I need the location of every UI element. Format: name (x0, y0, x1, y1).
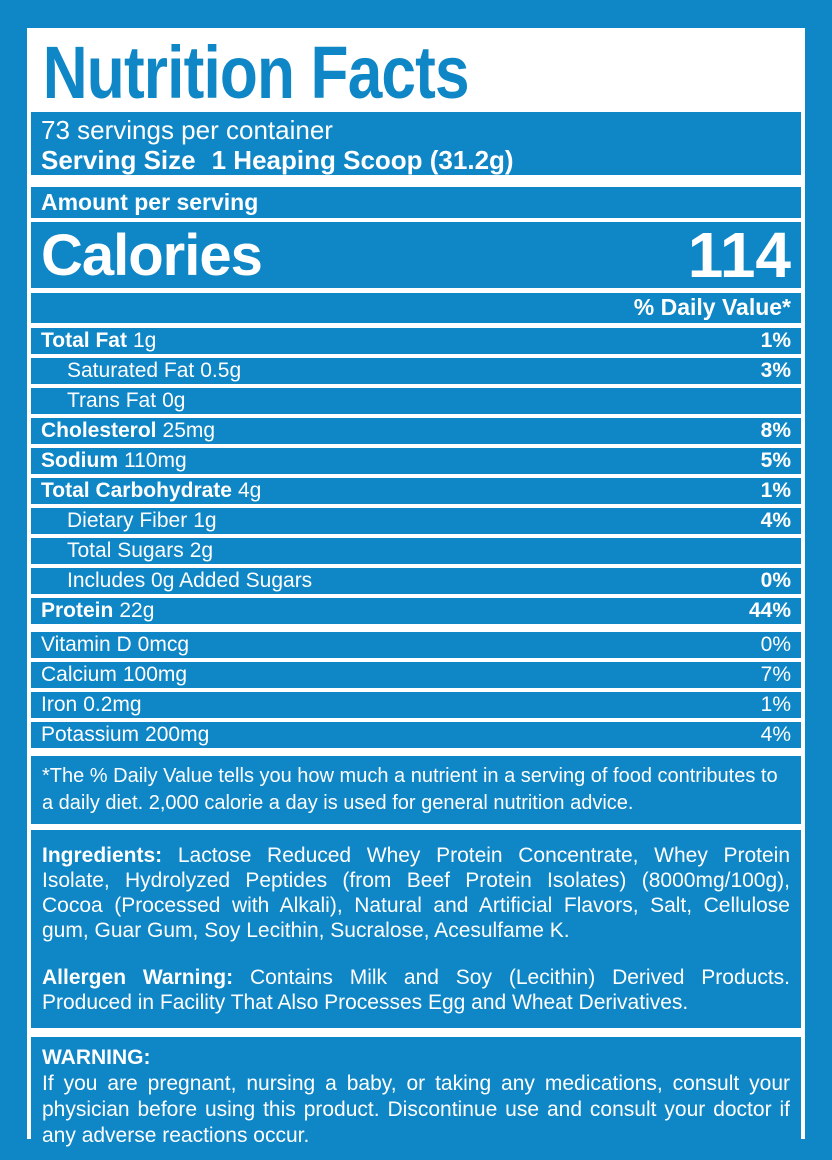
nutrient-row: Vitamin D 0mcg 0% (31, 632, 801, 658)
nutrient-row: Total Carbohydrate 4g 1% (31, 478, 801, 504)
calories-row: Calories 114 (31, 219, 801, 291)
warning-text: If you are pregnant, nursing a baby, or … (42, 1072, 790, 1147)
nutrient-daily-value: 0% (760, 633, 791, 656)
daily-value-header-text: % Daily Value* (633, 294, 791, 320)
nutrient-amount: 0.5g (200, 359, 242, 382)
nutrient-amount: 25mg (162, 419, 216, 442)
daily-value-footnote: *The % Daily Value tells you how much a … (31, 756, 801, 824)
nutrient-daily-value: 5% (760, 449, 791, 472)
nutrient-row: Total Sugars 2g (31, 538, 801, 564)
serving-size-value: 1 Heaping Scoop (31.2g) (211, 145, 514, 175)
daily-value-header: % Daily Value* (31, 293, 801, 323)
nutrient-amount: 1g (132, 329, 157, 352)
nutrient-amount: 200mg (145, 723, 210, 746)
nutrient-daily-value: 44% (748, 599, 791, 622)
nutrient-row: Trans Fat 0g (31, 388, 801, 414)
nutrient-row: Sodium 110mg 5% (31, 448, 801, 474)
nutrient-daily-value: 1% (760, 479, 791, 502)
nutrient-label: Total Fat (41, 329, 127, 352)
servings-section: 73 servings per container Serving Size 1 … (31, 112, 801, 175)
nutrient-label: Saturated Fat (67, 359, 195, 382)
nutrient-row: Total Fat 1g 1% (31, 328, 801, 354)
nutrient-daily-value: 1% (760, 329, 791, 352)
allergen-warning-text: Allergen Warning: Contains Milk and Soy … (42, 966, 791, 1014)
serving-size-line: Serving Size 1 Heaping Scoop (31.2g) (41, 145, 791, 175)
nutrient-daily-value: 0% (760, 569, 791, 592)
nutrient-daily-value: 4% (760, 723, 791, 746)
title-area: Nutrition Facts (31, 32, 801, 112)
nutrient-label: Total Carbohydrate (41, 479, 232, 502)
nutrient-daily-value: 8% (760, 419, 791, 442)
nutrient-amount: 4g (237, 479, 262, 502)
nutrient-amount: 22g (119, 599, 155, 622)
calories-value: 114 (687, 219, 791, 291)
calories-label: Calories (41, 222, 263, 288)
servings-per-container: 73 servings per container (41, 115, 333, 145)
nutrient-label: Protein (41, 599, 114, 622)
nutrient-row: Cholesterol 25mg 8% (31, 418, 801, 444)
allergen-warning-label: Allergen Warning: (42, 966, 234, 989)
nutrient-label: Iron (41, 693, 78, 716)
nutrient-row: Includes 0g Added Sugars 0% (31, 568, 801, 594)
nutrient-amount: 2g (189, 539, 214, 562)
nutrient-amount: 110mg (124, 449, 187, 472)
nutrient-amount: 0.2mg (83, 693, 142, 716)
warning-section: WARNING: If you are pregnant, nursing a … (31, 1037, 801, 1157)
amount-per-serving-header: Amount per serving (31, 187, 801, 218)
nutrient-label: Vitamin D (41, 633, 132, 656)
nutrient-rows: Total Fat 1g 1% Saturated Fat 0.5g 3% Tran… (31, 328, 801, 748)
nutrient-row: Iron 0.2mg 1% (31, 692, 801, 718)
nutrient-label: Cholesterol (41, 419, 157, 442)
nutrient-label: Calcium (41, 663, 117, 686)
warning-label: WARNING: (42, 1046, 151, 1069)
ingredients-section: Ingredients: Lactose Reduced Whey Protei… (31, 830, 801, 1028)
nutrient-row: Protein 22g 44% (31, 598, 801, 624)
ingredients-label: Ingredients: (42, 844, 163, 867)
nutrient-label: Includes 0g Added Sugars (67, 569, 313, 592)
nutrient-row: Calcium 100mg 7% (31, 662, 801, 688)
serving-size-label: Serving Size (41, 145, 196, 175)
nutrient-row: Saturated Fat 0.5g 3% (31, 358, 801, 384)
nutrient-amount: 0g (162, 389, 186, 412)
nutrition-facts-title: Nutrition Facts (42, 32, 470, 112)
nutrient-daily-value: 7% (760, 663, 791, 686)
ingredients-text: Ingredients: Lactose Reduced Whey Protei… (42, 844, 790, 942)
nutrient-row: Dietary Fiber 1g 4% (31, 508, 801, 534)
nutrition-label: Nutrition Facts 73 servings per containe… (27, 28, 805, 1157)
nutrient-label: Potassium (41, 723, 140, 746)
nutrient-amount: 0mcg (137, 633, 190, 656)
nutrient-row: Potassium 200mg 4% (31, 722, 801, 748)
nutrient-amount: 100mg (122, 663, 188, 686)
nutrient-label: Dietary Fiber (67, 509, 188, 532)
nutrient-daily-value: 3% (760, 359, 791, 382)
nutrient-daily-value: 1% (760, 693, 791, 716)
nutrient-label: Trans Fat (67, 389, 157, 412)
nutrient-label: Total Sugars (67, 539, 184, 562)
nutrient-label: Sodium (41, 449, 118, 472)
nutrient-daily-value: 4% (760, 509, 791, 532)
nutrient-amount: 1g (193, 509, 217, 532)
